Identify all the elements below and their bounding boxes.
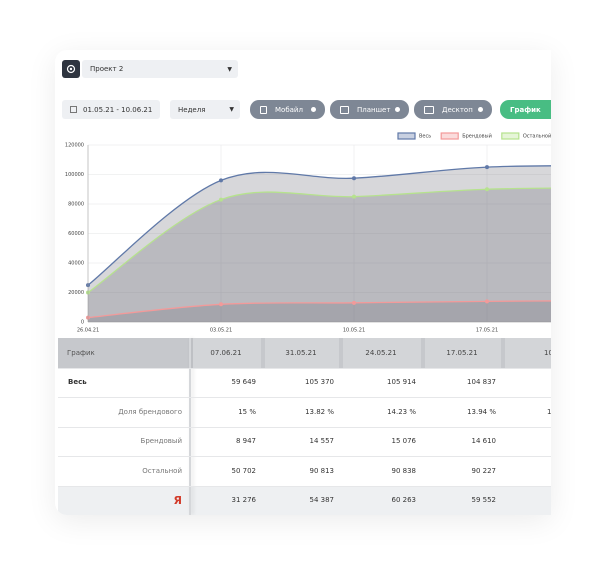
device-toggle[interactable]: Десктоп <box>414 100 492 119</box>
header-cell: 07.06.21 <box>210 348 242 357</box>
value-cell: 59 649 <box>231 378 257 387</box>
y-tick-label: 100000 <box>65 172 84 178</box>
dropdown-arrow: ▼ <box>227 65 232 73</box>
header-cell: 24.05.21 <box>365 348 397 357</box>
area <box>88 188 551 322</box>
legend-label: Весь <box>419 134 431 140</box>
header-cell: График <box>67 348 95 357</box>
header-cell-bg <box>425 338 501 368</box>
value-cell: 1 <box>547 407 551 416</box>
last-row-bg <box>58 485 551 515</box>
calendar-icon <box>70 106 77 113</box>
row-label: Я <box>173 493 182 507</box>
point <box>352 194 356 199</box>
card: Проект 2 ▼ 01.05.21 - 10.06.21 Неделя ▼ … <box>55 50 551 515</box>
header-cell: 17.05.21 <box>446 348 478 357</box>
header-cell-bg <box>343 338 421 368</box>
value-cell: 59 552 <box>471 496 497 505</box>
header-cell-bg <box>265 338 339 368</box>
data-table: График 07.06.21 31.05.21 24.05.21 17.05.21 10… <box>55 338 551 515</box>
legend-label: Остальной <box>523 133 551 140</box>
header-cell: 31.05.21 <box>285 348 317 357</box>
settings-button[interactable] <box>62 60 80 78</box>
point <box>485 165 489 170</box>
x-tick-label: 17.05.21 <box>476 328 498 334</box>
value-cell: 13.94 % <box>467 407 496 416</box>
value-cell: 90 813 <box>309 466 335 475</box>
row-label: Брендовый <box>140 437 182 446</box>
value-cell: 50 702 <box>231 466 257 475</box>
legend-swatch <box>440 132 459 140</box>
header-cell: 10 <box>544 348 551 357</box>
row-label: Доля брендового <box>118 407 182 416</box>
y-tick-label: 0 <box>81 320 84 326</box>
date-range: 01.05.21 - 10.06.21 <box>83 105 153 114</box>
gear-icon <box>66 64 76 74</box>
period: Неделя <box>178 105 206 114</box>
device-label: Планшет <box>357 105 391 114</box>
area <box>88 165 551 322</box>
point <box>219 197 223 202</box>
value-cell: 90 838 <box>391 466 417 475</box>
y-tick-label: 60000 <box>68 231 84 237</box>
y-tick-label: 80000 <box>68 202 84 208</box>
project-select[interactable]: Проект 2 ▼ <box>82 60 238 78</box>
legend-swatch <box>397 132 416 140</box>
value-cell: 54 387 <box>309 496 335 505</box>
point <box>485 299 489 304</box>
device-toggle[interactable]: Планшет <box>330 100 409 119</box>
row-label: Весь <box>68 378 87 387</box>
point <box>352 176 356 181</box>
legend-swatch <box>501 132 520 140</box>
dropdown-arrow: ▼ <box>229 106 234 113</box>
value-cell: 105 370 <box>305 378 334 387</box>
value-cell: 104 837 <box>467 378 496 387</box>
value-cell: 14 557 <box>309 437 335 446</box>
value-cell: 14 610 <box>471 437 497 446</box>
value-cell: 60 263 <box>391 496 417 505</box>
header-cell-bg <box>193 338 261 368</box>
row-label: Остальной <box>142 466 182 475</box>
device-label: Мобайл <box>275 105 303 114</box>
value-cell: 13.82 % <box>305 407 334 416</box>
value-cell: 15 076 <box>391 437 417 446</box>
row-divider <box>58 456 551 457</box>
value-cell: 14.23 % <box>387 407 416 416</box>
point <box>219 178 223 183</box>
project-name: Проект 2 <box>90 65 124 73</box>
y-tick-label: 120000 <box>65 143 84 149</box>
chart: 0 20000 40000 60000 80000 100000 120000 26.04.2… <box>65 132 551 334</box>
row-divider <box>58 485 551 486</box>
device-toggle[interactable]: Мобайл <box>250 100 325 119</box>
y-tick-label: 20000 <box>68 290 84 296</box>
header-cell-bg <box>505 338 551 368</box>
point <box>485 187 489 192</box>
row-divider <box>58 426 551 427</box>
value-cell: 105 914 <box>387 378 416 387</box>
row-divider <box>58 367 551 368</box>
row-divider <box>58 397 551 398</box>
value-cell: 15 % <box>238 407 256 416</box>
x-tick-label: 03.05.21 <box>210 328 232 334</box>
view-label: График <box>510 105 541 114</box>
device-label: Десктоп <box>442 105 473 114</box>
value-cell: 90 227 <box>471 466 497 475</box>
date-picker[interactable]: 01.05.21 - 10.06.21 <box>62 100 160 119</box>
x-tick-label: 10.05.21 <box>343 328 365 334</box>
y-tick-label: 40000 <box>68 261 84 267</box>
period-select[interactable]: Неделя ▼ <box>170 100 240 119</box>
value-cell: 8 947 <box>235 437 256 446</box>
x-tick-label: 26.04.21 <box>77 328 99 334</box>
legend-label: Брендовый <box>462 133 492 140</box>
view-button[interactable]: График <box>500 100 551 119</box>
point <box>219 302 223 307</box>
point <box>352 300 356 305</box>
area <box>88 300 551 322</box>
value-cell: 31 276 <box>231 496 257 505</box>
